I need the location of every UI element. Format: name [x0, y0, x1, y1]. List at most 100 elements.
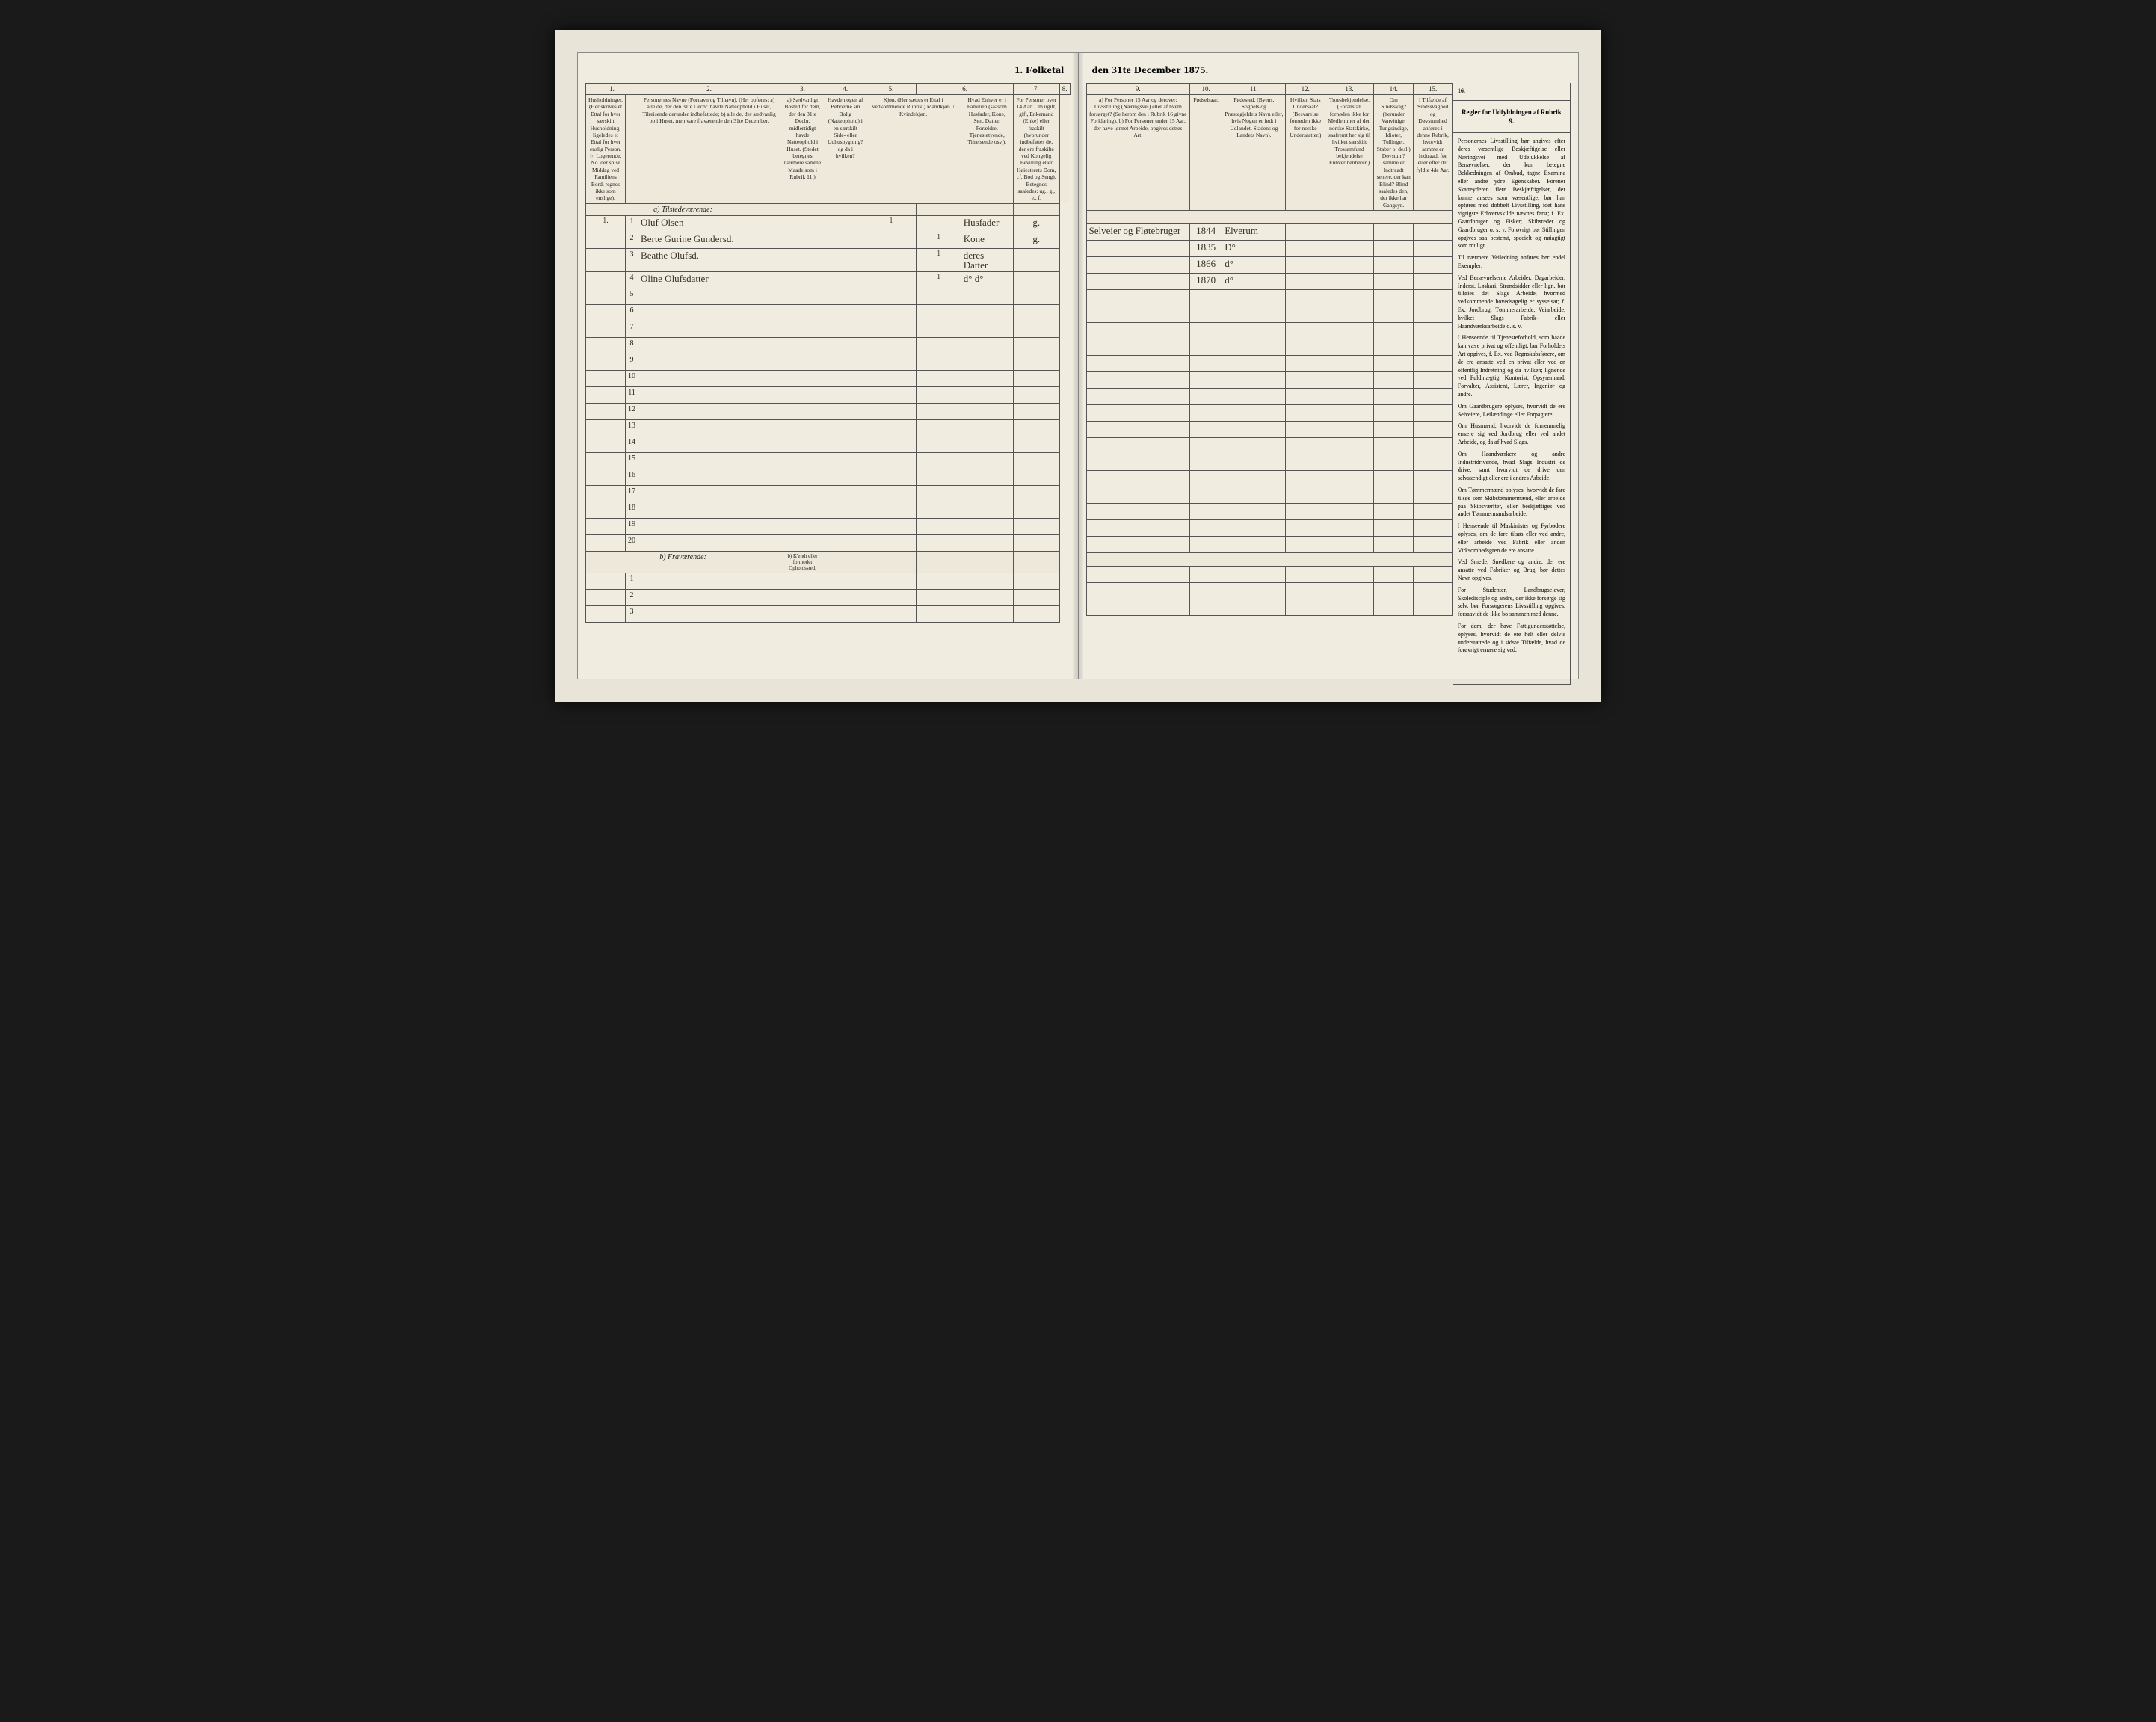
table-row — [1086, 405, 1452, 422]
table-row — [1086, 599, 1452, 616]
rules-paragraph: For Studenter, Landbrugselever, Skoledis… — [1458, 587, 1565, 619]
table-row — [1086, 583, 1452, 599]
colnum-14: 14. — [1374, 84, 1414, 95]
head-1b — [626, 95, 638, 204]
table-row — [1086, 487, 1452, 504]
table-row: 16 — [586, 469, 1071, 485]
table-row: 9 — [586, 354, 1071, 370]
rules-paragraph: Personernes Livsstilling bør angives eft… — [1458, 138, 1565, 250]
table-row: Selveier og Fløtebruger1844Elverum — [1086, 224, 1452, 241]
head-12: Hvilken Stats Undersaat? (Besvarelse for… — [1286, 95, 1325, 211]
section-present: a) Tilstedeværende: — [586, 203, 1071, 215]
head-11: Fødested. (Byens, Sognets og Præstegjeld… — [1222, 95, 1286, 211]
rules-paragraph: Om Gaardbrugere oplyses, hvorvidt de ere… — [1458, 403, 1565, 419]
table-row: 14 — [586, 436, 1071, 452]
head-5: Havde nogen af Beboerne sin Bolig (Natte… — [825, 95, 866, 204]
head-13: Troesbekjendelse. (Foranstalt fornøden i… — [1325, 95, 1373, 211]
head-8: For Personer over 14 Aar: Om ugift, gift… — [1013, 95, 1059, 204]
rules-paragraph: I Henseende til Maskinister og Fyrbødere… — [1458, 522, 1565, 555]
rules-paragraph: Til nærmere Veiledning anføres her endel… — [1458, 254, 1565, 271]
head-14: Om Sindssvag? (herunder Vanvittige, Tung… — [1374, 95, 1414, 211]
rules-paragraph: Om Tømmermænd oplyses, hvorvidt de fare … — [1458, 487, 1565, 519]
colnum-4: 4. — [825, 84, 866, 95]
rules-paragraph: I Henseende til Tjenesteforhold, som baa… — [1458, 334, 1565, 398]
head-1: Husholdninger. (Her skrives et Ettal for… — [586, 95, 626, 204]
table-row — [1086, 471, 1452, 487]
table-row — [1086, 438, 1452, 454]
table-row: 8 — [586, 337, 1071, 354]
rules-body: Personernes Livsstilling bør angives eft… — [1453, 133, 1571, 685]
census-table-right: 9. 10. 11. 12. 13. 14. 15. a) For Person… — [1086, 83, 1453, 616]
head-10: Fødselsaar. — [1190, 95, 1222, 211]
census-table-left: 1. 2. 3. 4. 5. 6. 7. 8. Husholdninger. (… — [585, 83, 1071, 623]
colnum-1: 1. — [586, 84, 638, 95]
rules-paragraph: Ved Benævnelserne Arbeider, Dagarbeider,… — [1458, 274, 1565, 331]
colnum-16: 16. — [1458, 87, 1565, 96]
table-row: 6 — [586, 304, 1071, 321]
table-row — [1086, 306, 1452, 323]
table-row — [1086, 372, 1452, 389]
table-row: 1870d° — [1086, 274, 1452, 290]
table-row: 1866d° — [1086, 257, 1452, 274]
table-row: 18 — [586, 502, 1071, 518]
table-row — [1086, 290, 1452, 306]
table-row — [1086, 323, 1452, 339]
table-row: 3 — [586, 605, 1071, 622]
section-absent-label: b) Fraværende: — [586, 551, 780, 573]
table-row: 1 — [586, 573, 1071, 589]
table-row: 12 — [586, 403, 1071, 419]
table-row: 13 — [586, 419, 1071, 436]
colnum-row: 1. 2. 3. 4. 5. 6. 7. 8. — [586, 84, 1071, 95]
rules-column-16: 16. Regler for Udfyldningen af Rubrik 9.… — [1453, 83, 1571, 685]
title-right: den 31te December 1875. — [1086, 62, 1571, 83]
table-row: 20 — [586, 534, 1071, 551]
rules-paragraph: Om Husmænd, hvorvidt de fornemmelig ernæ… — [1458, 422, 1565, 446]
header-row: Husholdninger. (Her skrives et Ettal for… — [586, 95, 1071, 204]
table-row: 1.1Oluf Olsen1Husfaderg. — [586, 215, 1071, 232]
table-row — [1086, 422, 1452, 438]
table-row — [1086, 567, 1452, 583]
rules-paragraph: For dem, der have Fattigunderstøttelse, … — [1458, 623, 1565, 655]
colnum-11: 11. — [1222, 84, 1286, 95]
head-15: I Tilfælde af Sindssvaghed og Døvstumhed… — [1414, 95, 1452, 211]
colnum-row-r: 9. 10. 11. 12. 13. 14. 15. — [1086, 84, 1452, 95]
header-row-r: a) For Personer 15 Aar og derover: Livss… — [1086, 95, 1452, 211]
table-row: 11 — [586, 386, 1071, 403]
colnum-12: 12. — [1286, 84, 1325, 95]
absent-col4: b) K'endt eller formodet Opholdssted. — [780, 551, 825, 573]
table-row: 2 — [586, 589, 1071, 605]
table-row — [1086, 454, 1452, 471]
table-row: 1835D° — [1086, 241, 1452, 257]
colnum-3: 3. — [780, 84, 825, 95]
section-present-label: a) Tilstedeværende: — [586, 203, 780, 215]
page-right: den 31te December 1875. 9. 10. 11. 12. 1… — [1079, 53, 1579, 679]
colnum-5: 5. — [866, 84, 917, 95]
colnum-10: 10. — [1190, 84, 1222, 95]
table-row — [1086, 389, 1452, 405]
colnum-13: 13. — [1325, 84, 1373, 95]
head-6: Kjøn. (Her sættes et Ettal i vedkommende… — [866, 95, 961, 204]
table-row — [1086, 339, 1452, 356]
head-7: Hvad Enhver er i Familien (saasom Husfad… — [961, 95, 1013, 204]
colnum-2: 2. — [638, 84, 780, 95]
table-row: 7 — [586, 321, 1071, 337]
table-row: 19 — [586, 518, 1071, 534]
table-row: 4Oline Olufsdatter1d° d° — [586, 271, 1071, 288]
book-spread: 1. Folketal 1. 2. 3. 4. 5. 6. 7. 8. Hush… — [577, 52, 1579, 679]
table-row: 17 — [586, 485, 1071, 502]
table-row: 10 — [586, 370, 1071, 386]
table-row: 3Beathe Olufsd.1deres Datter — [586, 248, 1071, 271]
rules-paragraph: Om Haandværkere og andre Industridrivend… — [1458, 451, 1565, 483]
table-row — [1086, 520, 1452, 537]
head-9: a) For Personer 15 Aar og derover: Livss… — [1086, 95, 1190, 211]
head-3: Personernes Navne (Fornavn og Tilnavn). … — [638, 95, 780, 204]
colnum-15: 15. — [1414, 84, 1452, 95]
scan-frame: 1. Folketal 1. 2. 3. 4. 5. 6. 7. 8. Hush… — [555, 30, 1601, 702]
table-row: 5 — [586, 288, 1071, 304]
section-absent: b) Fraværende: b) K'endt eller formodet … — [586, 551, 1071, 573]
colnum-9: 9. — [1086, 84, 1190, 95]
page-left: 1. Folketal 1. 2. 3. 4. 5. 6. 7. 8. Hush… — [578, 53, 1079, 679]
table-row — [1086, 537, 1452, 553]
table-row: 2Berte Gurine Gundersd.1Koneg. — [586, 232, 1071, 248]
colnum-6: 6. — [917, 84, 1013, 95]
